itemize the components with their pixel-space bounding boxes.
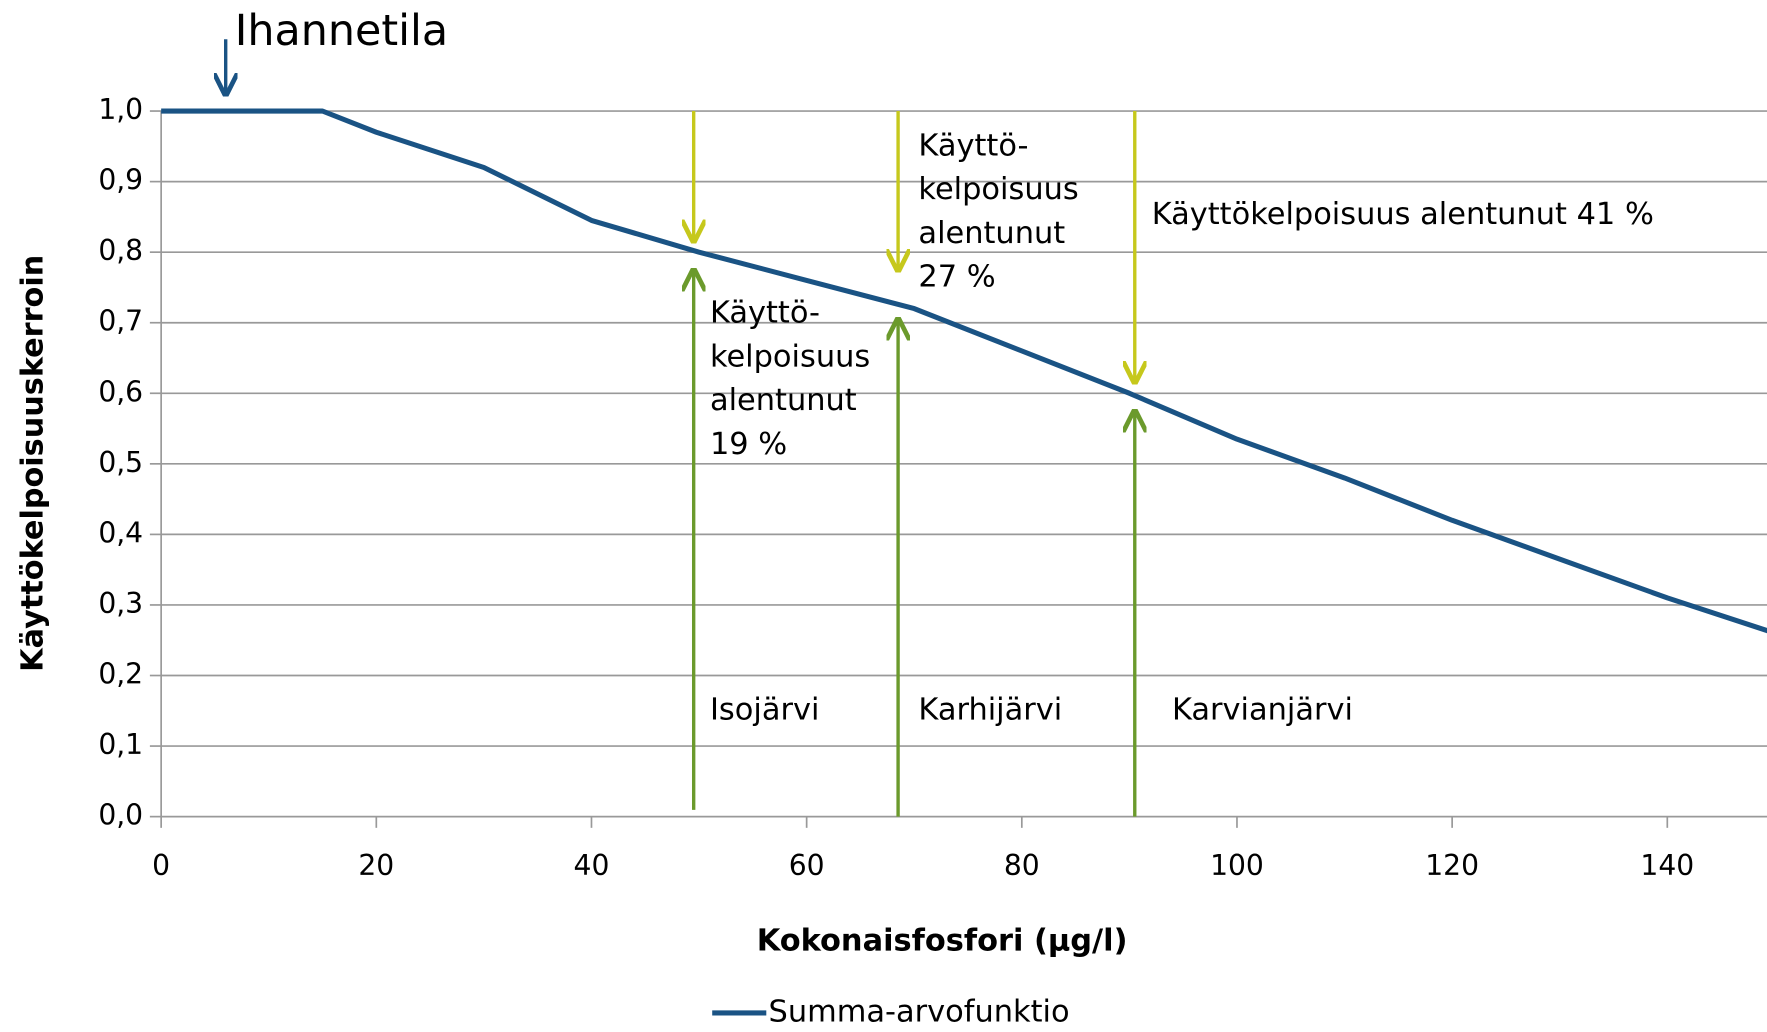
x-tick-label: 120: [1425, 849, 1479, 882]
y-tick-label: 0,9: [98, 164, 143, 197]
x-tick-label: 100: [1210, 849, 1264, 882]
y-tick-label: 0,2: [98, 658, 143, 691]
lake-label: Isojärvi: [710, 693, 819, 728]
legend-label: Summa-arvofunktio: [769, 994, 1070, 1029]
x-tick-label: 80: [1004, 849, 1040, 882]
annotation-text: alentunut: [710, 383, 857, 418]
y-tick-label: 0,4: [98, 516, 143, 549]
annotation-text: kelpoisuus: [710, 339, 870, 374]
y-tick-label: 0,0: [98, 799, 143, 832]
annotation-text: kelpoisuus: [918, 172, 1078, 207]
x-tick-label: 40: [574, 849, 610, 882]
x-tick-label: 140: [1640, 849, 1694, 882]
annotation-text: Käyttö-: [710, 296, 820, 331]
annotation-text: Käyttökelpoisuus alentunut 41 %: [1152, 197, 1654, 232]
x-tick-label: 60: [789, 849, 825, 882]
series-line: [161, 108, 1767, 634]
y-tick-label: 0,3: [98, 587, 143, 620]
annotation-text: Käyttö-: [918, 128, 1028, 163]
y-tick-label: 0,1: [98, 728, 143, 761]
y-tick-label: 0,7: [98, 305, 143, 338]
lake-label: Karvianjärvi: [1172, 693, 1353, 728]
x-axis-title: Kokonaisfosfori (µg/l): [757, 924, 1128, 959]
y-tick-label: 0,8: [98, 234, 143, 267]
lake-label: Karhijärvi: [918, 693, 1062, 728]
y-tick-label: 0,5: [98, 446, 143, 479]
annotation-text: 19 %: [710, 427, 787, 462]
y-axis-title: Käyttökelpoisuuskerroin: [15, 255, 50, 672]
y-tick-label: 0,6: [98, 375, 143, 408]
y-tick-label: 1,0: [98, 93, 143, 126]
annotation-text: 27 %: [918, 260, 995, 295]
annotation-text: alentunut: [918, 216, 1065, 251]
ideal-label: Ihannetila: [235, 6, 448, 56]
x-tick-label: 0: [152, 849, 170, 882]
x-tick-label: 20: [358, 849, 394, 882]
